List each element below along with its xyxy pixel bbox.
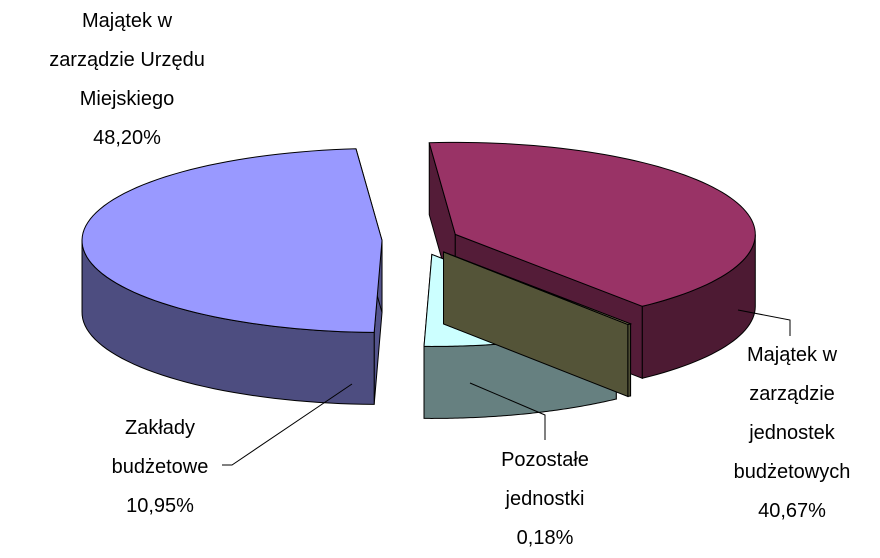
slice [443, 251, 633, 398]
slice-rim [627, 323, 632, 398]
category-label: Pozostałe jednostki [501, 449, 589, 510]
category-label: Majątek w zarządzie jednostek budżetowyc… [733, 344, 851, 483]
slice-top [443, 251, 633, 326]
value-label: 10,95% [126, 495, 194, 517]
slice-top [428, 141, 756, 307]
pie [81, 141, 756, 419]
category-label: Zakłady budżetowe [111, 417, 209, 478]
leader-line [222, 383, 353, 466]
leader-line [737, 309, 791, 336]
category-label: Majątek w zarządzie Urzędu Miejskiego [49, 10, 205, 110]
slice-top [81, 148, 383, 333]
value-label: 40,67% [758, 500, 826, 522]
slice [81, 148, 383, 405]
slice-label: Pozostałe jednostki 0,18% [501, 441, 589, 558]
slice-label: Zakłady budżetowe 10,95% [112, 409, 209, 526]
slice-label: Majątek w zarządzie jednostek budżetowyc… [734, 336, 851, 531]
slice-label: Majątek w zarządzie Urzędu Miejskiego 48,… [49, 2, 205, 158]
value-label: 0,18% [516, 527, 574, 549]
value-label: 48,20% [93, 127, 161, 149]
leader-line [469, 382, 546, 440]
